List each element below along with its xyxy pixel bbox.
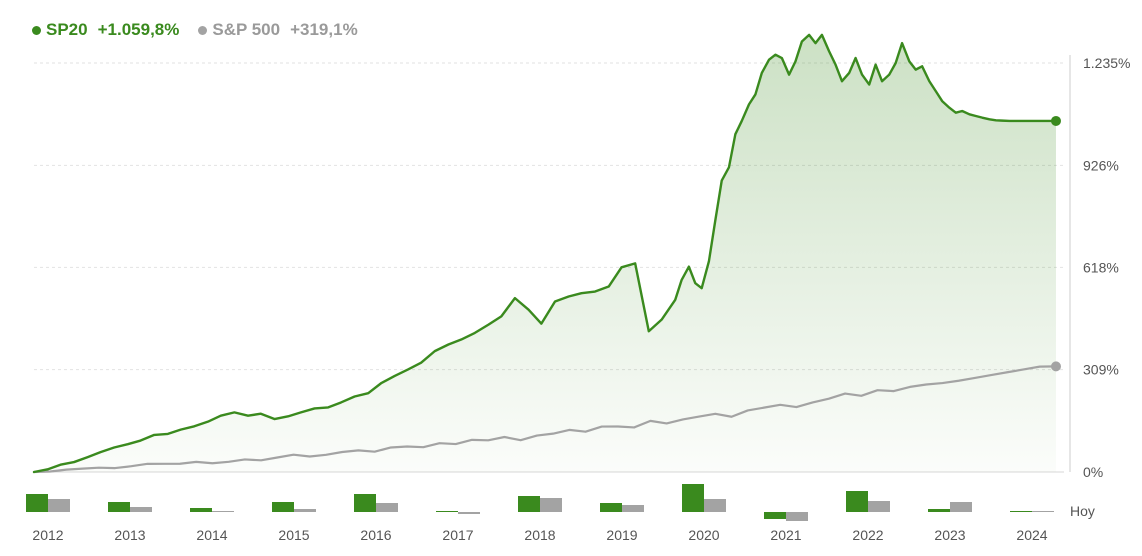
bar-sp500-2023: [950, 502, 972, 512]
bar-sp500-2016: [376, 503, 398, 512]
today-label: Hoy: [1070, 503, 1095, 519]
year-label-2012: 2012: [32, 527, 63, 543]
bar-sp20-2020: [682, 484, 704, 512]
series-line-sp20: [32, 33, 1058, 474]
bar-sp20-2024: [1010, 511, 1032, 512]
legend-value-sp20: +1.059,8%: [97, 20, 180, 39]
bar-sp20-2016: [354, 494, 376, 512]
bar-sp500-2013: [130, 507, 152, 512]
year-label-2020: 2020: [688, 527, 719, 543]
bar-sp20-2019: [600, 503, 622, 512]
legend-value-sp500: +319,1%: [290, 20, 358, 39]
bar-sp20-2015: [272, 502, 294, 512]
year-label-2016: 2016: [360, 527, 391, 543]
bar-sp20-2014: [190, 508, 212, 512]
y-tick-label-2: 618%: [1083, 259, 1119, 275]
bar-sp500-2015: [294, 509, 316, 512]
year-label-2015: 2015: [278, 527, 309, 543]
series-line-sp500: [32, 365, 1058, 474]
bar-sp20-2022: [846, 491, 868, 512]
bar-sp500-2020: [704, 499, 726, 512]
year-label-2013: 2013: [114, 527, 145, 543]
bar-sp500-2017: [458, 512, 480, 514]
year-label-2018: 2018: [524, 527, 555, 543]
series-area-sp20: [34, 34, 1056, 473]
year-label-2014: 2014: [196, 527, 227, 543]
legend-item-sp20[interactable]: SP20 +1.059,8%: [32, 20, 179, 40]
bar-sp20-2018: [518, 496, 540, 512]
legend-item-sp500[interactable]: S&P 500 +319,1%: [198, 20, 358, 40]
year-label-2017: 2017: [442, 527, 473, 543]
bar-sp500-2014: [212, 511, 234, 512]
endpoint-marker-sp20: [1050, 115, 1061, 126]
y-tick-label-0: 1.235%: [1083, 55, 1130, 71]
bar-sp20-2017: [436, 511, 458, 512]
sp20-dot-icon: [32, 25, 41, 35]
legend-label-sp500: S&P 500: [212, 20, 281, 39]
bar-sp500-2022: [868, 501, 890, 512]
bar-sp500-2021: [786, 512, 808, 521]
bar-sp500-2018: [540, 498, 562, 512]
year-label-2022: 2022: [852, 527, 883, 543]
year-label-2024: 2024: [1016, 527, 1047, 543]
year-label-2023: 2023: [934, 527, 965, 543]
bar-sp20-2023: [928, 509, 950, 512]
legend-label-sp20: SP20: [46, 20, 88, 39]
sp500-dot-icon: [198, 25, 208, 35]
endpoint-marker-sp500: [1050, 361, 1061, 372]
bar-sp500-2019: [622, 505, 644, 512]
bar-sp20-2012: [26, 494, 48, 512]
y-tick-label-4: 0%: [1083, 464, 1103, 480]
year-label-2019: 2019: [606, 527, 637, 543]
y-tick-label-1: 926%: [1083, 157, 1119, 173]
bar-sp20-2021: [764, 512, 786, 519]
chart-legend: SP20 +1.059,8% S&P 500 +319,1%: [32, 19, 377, 41]
y-tick-label-3: 309%: [1083, 362, 1119, 378]
year-label-2021: 2021: [770, 527, 801, 543]
bar-sp500-2024: [1032, 511, 1054, 512]
bar-sp20-2013: [108, 502, 130, 512]
bar-sp500-2012: [48, 499, 70, 512]
